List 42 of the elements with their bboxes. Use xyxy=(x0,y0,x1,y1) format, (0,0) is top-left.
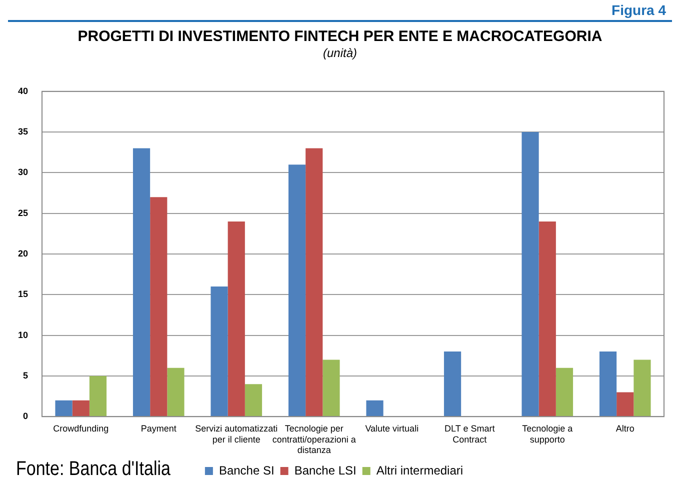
x-tick-label: Tecnologie a supporto xyxy=(522,423,573,444)
y-tick-label: 20 xyxy=(18,248,28,258)
bar xyxy=(228,221,245,416)
x-tick-label: Payment xyxy=(140,423,177,434)
text: Figura 4 xyxy=(612,2,666,18)
bar xyxy=(306,148,323,416)
chart-title: PROGETTI DI INVESTIMENTO FINTECH PER ENTE E MACROCATEGORIA xyxy=(76,28,604,45)
bar xyxy=(132,148,150,416)
bar xyxy=(89,376,107,416)
y-tick-label: 10 xyxy=(18,330,28,340)
y-tick-label: 25 xyxy=(18,208,28,218)
bar xyxy=(167,368,184,416)
y-tick-label: 15 xyxy=(18,289,28,300)
source-note: Fonte: Banca d'Italia xyxy=(16,458,170,481)
y-tick-label: 5 xyxy=(22,370,28,380)
chart-subtitle: (unità) xyxy=(322,46,358,60)
y-tick-label: 0 xyxy=(22,411,28,422)
bar xyxy=(538,221,556,416)
bar xyxy=(444,352,462,416)
bar xyxy=(244,384,262,416)
y-tick-label: 35 xyxy=(18,126,28,137)
bar xyxy=(634,360,651,416)
bar xyxy=(556,368,574,416)
bar xyxy=(366,400,384,416)
x-tick-label: Valute virtuali xyxy=(365,423,419,434)
bar xyxy=(288,164,306,416)
x-tick-label: DLT e Smart Contract xyxy=(444,423,496,444)
x-tick-label: Crowdfunding xyxy=(53,423,109,434)
bar xyxy=(55,400,72,416)
legend-label: Banche LSI xyxy=(294,463,356,478)
x-tick-label: Altro xyxy=(616,423,634,434)
legend-label: Banche SI xyxy=(218,463,274,478)
bar xyxy=(522,132,539,416)
y-tick-label: 30 xyxy=(18,167,28,178)
bar xyxy=(599,352,617,416)
bar xyxy=(322,360,340,416)
y-tick-label: 40 xyxy=(18,86,28,96)
legend-label: Altri intermediari xyxy=(376,463,464,478)
bar xyxy=(210,286,228,416)
bar xyxy=(150,197,168,416)
bar xyxy=(616,392,634,416)
bar xyxy=(72,400,90,416)
